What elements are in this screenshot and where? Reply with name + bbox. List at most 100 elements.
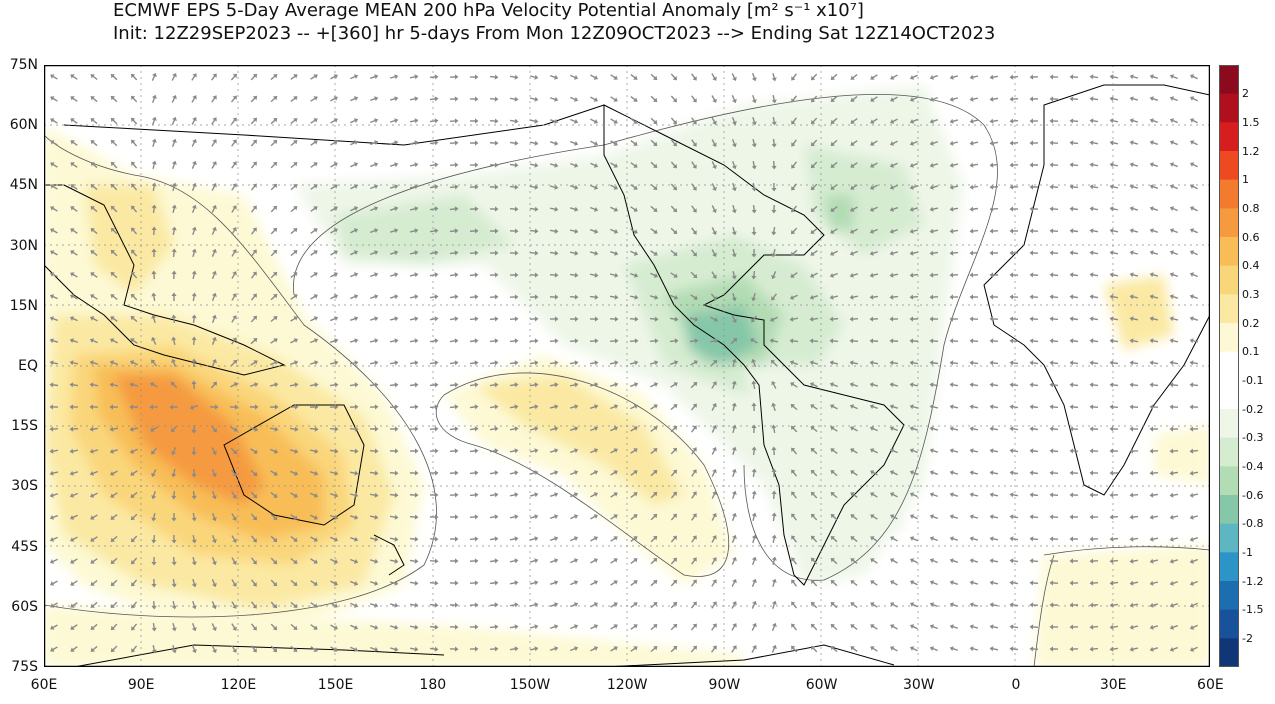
wind-arrow: [330, 118, 338, 124]
wind-arrow: [109, 470, 118, 476]
wind-arrow: [191, 160, 197, 169]
wind-arrow: [1049, 558, 1059, 564]
wind-arrow: [590, 74, 598, 80]
wind-arrow: [790, 272, 798, 278]
wind-arrow: [230, 73, 237, 81]
wind-arrow: [429, 250, 439, 256]
wind-arrow: [691, 117, 697, 125]
wind-arrow: [751, 315, 758, 323]
wind-arrow: [151, 204, 157, 214]
wind-arrow: [771, 380, 777, 389]
lon-label: 60W: [805, 677, 838, 693]
wind-arrow: [489, 338, 499, 344]
wind-arrow: [929, 580, 938, 586]
wind-arrow: [630, 558, 638, 564]
colorbar-swatch: [1219, 523, 1239, 553]
wind-arrow: [1049, 228, 1059, 234]
wind-arrow: [751, 534, 757, 544]
wind-arrow: [290, 492, 298, 498]
wind-arrow: [429, 272, 439, 278]
wind-arrow: [409, 492, 419, 498]
wind-arrow: [429, 162, 439, 168]
wind-arrow: [469, 272, 479, 278]
wind-arrow: [649, 316, 659, 322]
wind-arrow: [1009, 382, 1019, 388]
wind-arrow: [949, 360, 959, 366]
wind-arrow: [509, 250, 519, 256]
wind-arrow: [409, 96, 419, 102]
wind-arrow: [771, 424, 777, 434]
wind-arrow: [1109, 360, 1119, 366]
wind-arrow: [50, 74, 58, 80]
wind-arrow: [270, 161, 278, 169]
wind-arrow: [949, 646, 959, 652]
wind-arrow: [1009, 646, 1019, 652]
lon-label: 180: [419, 677, 447, 693]
wind-arrow: [129, 448, 138, 454]
wind-arrow: [1129, 272, 1139, 278]
wind-arrow: [231, 337, 237, 345]
colorbar-swatch: [1219, 151, 1239, 181]
wind-arrow: [429, 404, 439, 410]
wind-arrow: [569, 184, 579, 190]
wind-arrow: [610, 404, 619, 410]
wind-arrow: [310, 250, 318, 256]
wind-arrow: [1189, 250, 1198, 256]
wind-arrow: [469, 580, 479, 586]
wind-arrow: [469, 382, 479, 388]
wind-arrow: [850, 426, 858, 432]
wind-arrow: [369, 602, 379, 608]
wind-arrow: [509, 536, 519, 542]
wind-arrow: [830, 470, 838, 477]
wind-arrow: [1029, 360, 1039, 366]
wind-arrow: [1109, 382, 1119, 388]
wind-arrow: [129, 382, 139, 388]
wind-arrow: [230, 359, 238, 367]
wind-arrow: [270, 205, 278, 213]
wind-arrow: [570, 96, 579, 102]
wind-arrow: [469, 250, 479, 256]
wind-arrow: [1049, 382, 1059, 388]
wind-arrow: [309, 448, 319, 454]
wind-arrow: [90, 206, 98, 213]
wind-arrow: [330, 294, 339, 300]
wind-arrow: [711, 139, 717, 147]
wind-arrow: [649, 294, 659, 300]
wind-arrow: [711, 73, 717, 81]
wind-arrow: [489, 404, 499, 410]
wind-arrow: [50, 646, 58, 652]
wind-arrow: [1089, 96, 1099, 102]
wind-arrow: [409, 360, 419, 366]
wind-arrow: [711, 381, 717, 389]
wind-arrow: [830, 404, 838, 410]
wind-arrow: [869, 426, 878, 432]
wind-arrow: [689, 338, 699, 344]
wind-arrow: [370, 646, 379, 652]
wind-arrow: [751, 556, 757, 565]
wind-arrow: [790, 404, 798, 411]
wind-arrow: [549, 536, 559, 542]
wind-arrow: [909, 184, 919, 190]
wind-arrow: [251, 249, 257, 257]
wind-arrow: [1089, 162, 1099, 168]
wind-arrow: [191, 138, 197, 147]
wind-arrow: [529, 118, 539, 124]
wind-arrow: [630, 602, 638, 608]
wind-arrow: [711, 205, 717, 214]
wind-arrow: [989, 338, 999, 344]
wind-arrow: [870, 162, 878, 168]
wind-arrow: [1029, 470, 1039, 476]
wind-arrow: [529, 558, 539, 564]
wind-arrow: [589, 272, 599, 278]
wind-arrow: [469, 624, 479, 630]
wind-arrow: [509, 162, 519, 168]
wind-arrow: [690, 381, 698, 389]
wind-arrow: [529, 316, 539, 322]
wind-arrow: [650, 139, 658, 147]
wind-arrow: [771, 94, 777, 104]
wind-arrow: [731, 139, 737, 148]
wind-arrow: [1169, 492, 1179, 498]
wind-arrow: [549, 228, 559, 234]
wind-arrow: [909, 140, 918, 146]
colorbar-label: 2: [1242, 87, 1249, 101]
